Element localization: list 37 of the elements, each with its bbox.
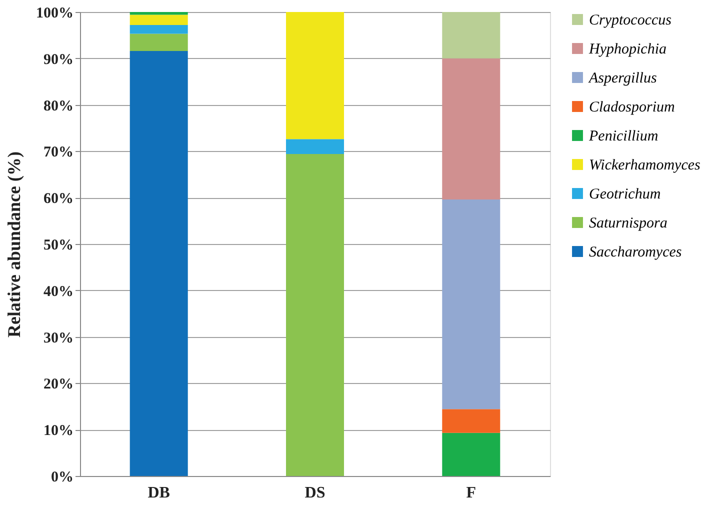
bar xyxy=(130,14,188,25)
y-tick-label: 0% xyxy=(51,470,74,486)
bar xyxy=(130,50,188,476)
y-tick-label: 60% xyxy=(44,191,74,208)
legend-label: Saturnispora xyxy=(589,216,668,232)
y-tick-label: 70% xyxy=(44,144,74,161)
bar xyxy=(442,432,500,476)
bar xyxy=(130,12,188,15)
legend-label: Geotrichum xyxy=(589,186,661,202)
bar xyxy=(442,199,500,410)
y-tick-label: 90% xyxy=(44,52,74,68)
bar xyxy=(130,24,188,34)
y-tick-label: 20% xyxy=(44,376,74,393)
x-tick-label: F xyxy=(466,484,476,502)
bar xyxy=(442,12,500,58)
bar xyxy=(286,12,344,140)
legend-label: Penicillium xyxy=(588,128,658,144)
legend-label: Wickerhamomyces xyxy=(589,158,701,174)
bar xyxy=(442,409,500,433)
y-tick-label: 30% xyxy=(44,330,74,346)
bar xyxy=(286,139,344,154)
bar xyxy=(442,58,500,200)
x-tick-label: DB xyxy=(148,484,170,502)
bar xyxy=(130,34,188,51)
y-tick-label: 50% xyxy=(44,238,74,254)
legend-label: Hyphopichia xyxy=(588,42,666,58)
y-tick-label: 80% xyxy=(44,98,74,114)
y-tick-label: 10% xyxy=(44,423,74,440)
y-axis-title: Relative abundance (%) xyxy=(4,152,24,338)
legend-label: Saccharomyces xyxy=(589,244,682,260)
x-tick-label: DS xyxy=(304,484,326,502)
legend-label: Cryptococcus xyxy=(589,12,672,28)
y-tick-label: 100% xyxy=(36,6,74,22)
bar xyxy=(286,154,344,476)
y-tick-label: 40% xyxy=(44,284,74,300)
legend-label: Cladosporium xyxy=(589,100,676,116)
legend-label: Aspergillus xyxy=(588,70,657,86)
